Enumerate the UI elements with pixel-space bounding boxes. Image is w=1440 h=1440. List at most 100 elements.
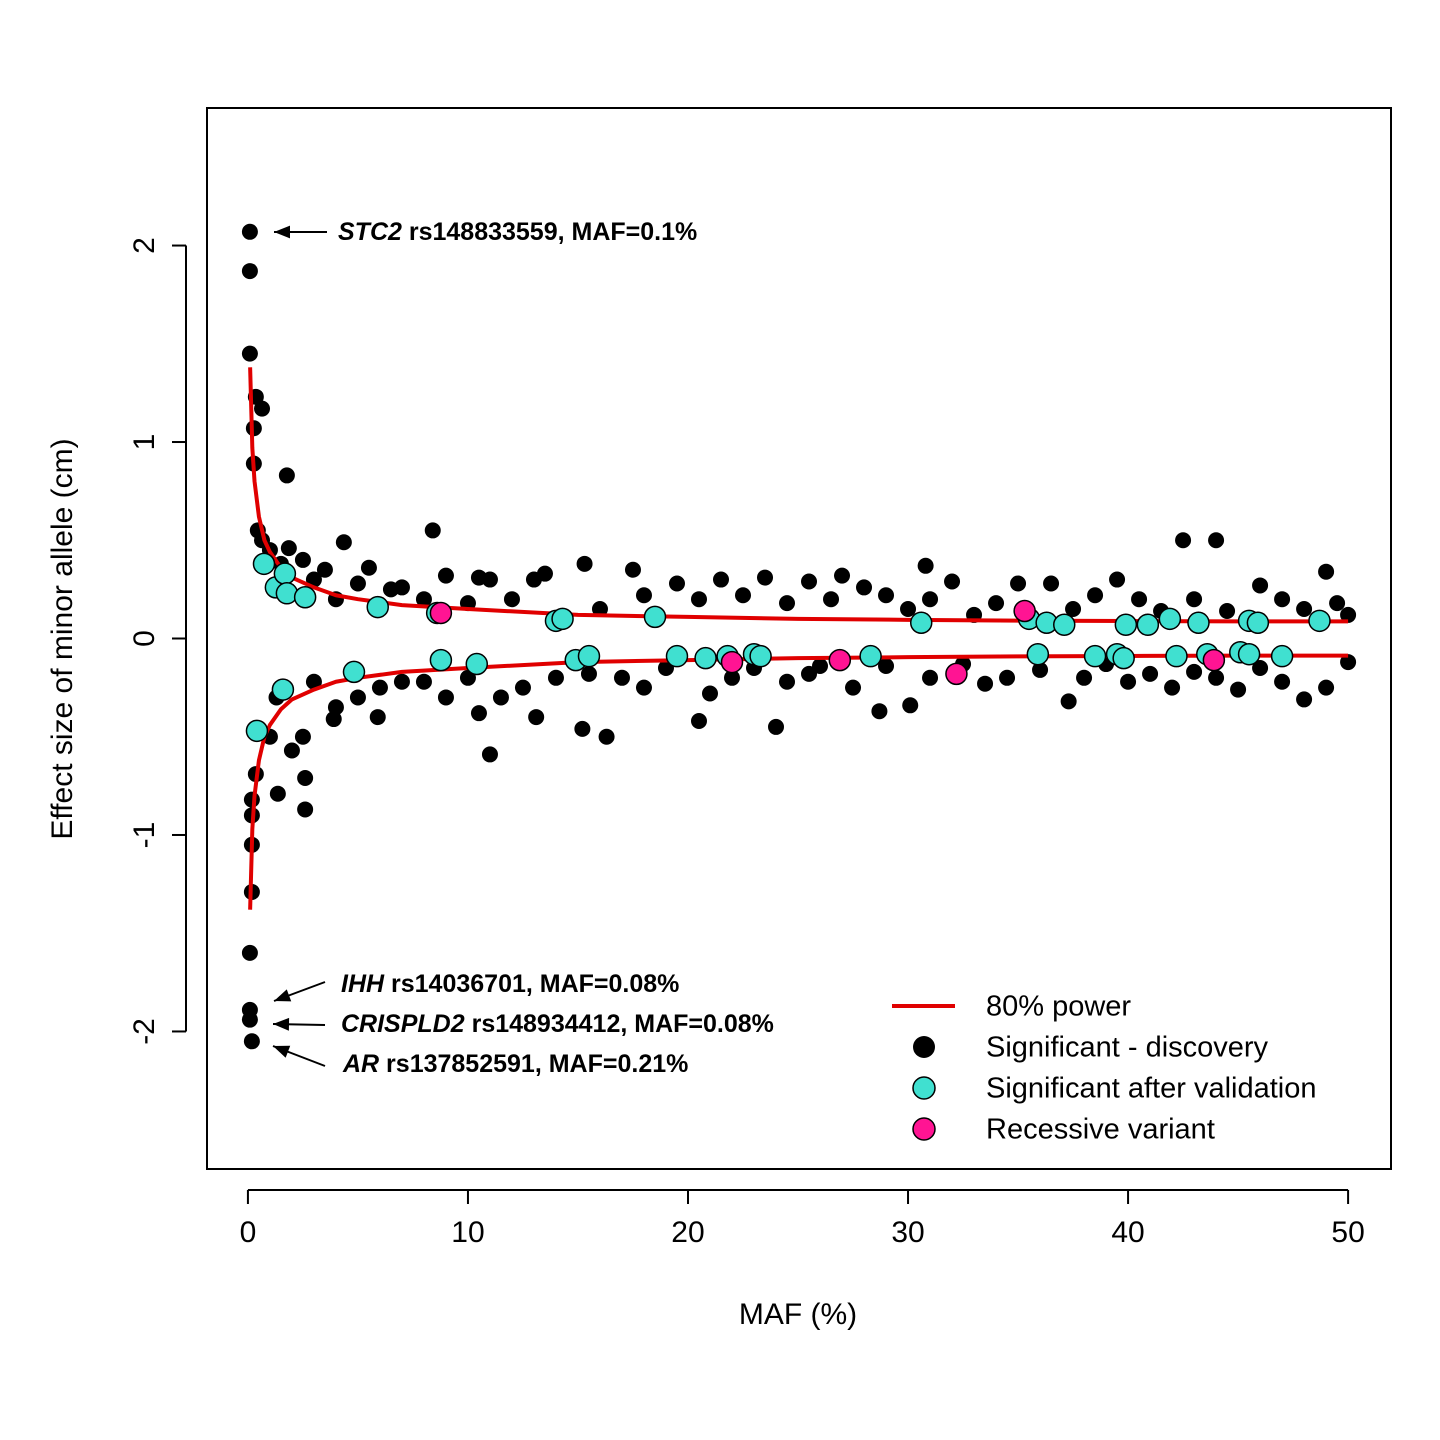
data-point bbox=[280, 540, 297, 557]
data-point bbox=[278, 467, 295, 484]
data-point bbox=[1270, 644, 1294, 668]
data-point bbox=[902, 697, 919, 714]
legend-label: 80% power bbox=[986, 991, 1131, 1023]
data-point bbox=[1114, 613, 1138, 636]
x-tick-label: 20 bbox=[671, 1216, 704, 1249]
data-point bbox=[917, 557, 934, 574]
data-point bbox=[1076, 669, 1093, 686]
data-point bbox=[624, 561, 641, 578]
data-point bbox=[999, 669, 1016, 686]
data-point bbox=[1208, 532, 1225, 549]
data-point bbox=[690, 713, 707, 730]
data-point bbox=[922, 669, 939, 686]
annotation-text: rs14036701, MAF=0.08% bbox=[384, 970, 679, 998]
data-point bbox=[273, 562, 297, 585]
data-point bbox=[393, 673, 410, 690]
data-point bbox=[1164, 679, 1181, 696]
data-point bbox=[528, 709, 545, 726]
data-point bbox=[1165, 644, 1188, 668]
data-point bbox=[690, 591, 707, 608]
x-tick-label: 0 bbox=[240, 1216, 257, 1249]
annotation-gene: STC2 bbox=[338, 218, 402, 246]
legend-marker bbox=[912, 1117, 936, 1141]
data-point bbox=[945, 662, 968, 686]
data-point bbox=[1087, 587, 1104, 604]
data-point bbox=[327, 699, 344, 716]
data-point bbox=[297, 770, 314, 787]
data-point bbox=[283, 742, 300, 759]
data-point bbox=[243, 1033, 260, 1050]
data-point bbox=[801, 573, 818, 590]
data-point bbox=[437, 567, 454, 584]
data-point bbox=[1120, 673, 1137, 690]
data-point bbox=[1142, 665, 1159, 682]
data-point bbox=[1060, 693, 1077, 710]
data-point bbox=[437, 689, 454, 706]
data-point bbox=[665, 644, 689, 668]
annotation: IHH rs14036701, MAF=0.08% bbox=[341, 970, 679, 998]
data-point bbox=[1340, 654, 1357, 671]
data-point bbox=[241, 263, 258, 280]
data-point bbox=[900, 601, 917, 618]
data-point bbox=[1053, 613, 1076, 636]
data-point bbox=[845, 679, 862, 696]
data-point bbox=[551, 607, 574, 631]
data-point bbox=[757, 569, 774, 586]
data-point bbox=[536, 565, 553, 582]
data-point bbox=[694, 646, 717, 670]
data-point bbox=[297, 801, 314, 818]
data-point bbox=[366, 595, 389, 619]
data-point bbox=[503, 591, 520, 608]
data-point bbox=[1186, 663, 1203, 680]
data-point bbox=[245, 719, 269, 743]
y-tick-label: 2 bbox=[128, 237, 161, 254]
data-point bbox=[369, 709, 386, 726]
data-point bbox=[922, 591, 939, 608]
data-point bbox=[859, 644, 882, 668]
data-point bbox=[481, 571, 498, 588]
data-point bbox=[241, 345, 258, 362]
data-point bbox=[371, 679, 388, 696]
data-point bbox=[342, 660, 366, 684]
data-point bbox=[723, 669, 740, 686]
data-point bbox=[1136, 613, 1160, 636]
data-point bbox=[613, 669, 630, 686]
annotation-arrow bbox=[272, 1017, 326, 1031]
data-point bbox=[241, 223, 258, 240]
annotation-gene: IHH bbox=[341, 970, 385, 998]
data-point bbox=[1013, 599, 1036, 623]
data-point bbox=[871, 703, 888, 720]
data-point bbox=[944, 573, 961, 590]
data-point bbox=[598, 728, 615, 745]
data-point bbox=[1158, 607, 1182, 631]
data-point bbox=[294, 728, 311, 745]
data-point bbox=[271, 678, 295, 701]
x-tick-label: 40 bbox=[1111, 1216, 1144, 1249]
data-point bbox=[293, 585, 317, 609]
data-point bbox=[393, 579, 410, 596]
data-point bbox=[1131, 591, 1148, 608]
data-point bbox=[254, 400, 271, 417]
data-point bbox=[749, 644, 772, 668]
data-point bbox=[481, 746, 498, 763]
data-point bbox=[909, 611, 933, 635]
data-point bbox=[1187, 611, 1210, 635]
annotation: AR rs137852591, MAF=0.21% bbox=[342, 1050, 688, 1078]
x-axis-label: MAF (%) bbox=[739, 1298, 857, 1331]
data-point bbox=[269, 785, 286, 802]
data-point bbox=[1010, 575, 1027, 592]
data-point bbox=[768, 718, 785, 735]
data-point bbox=[349, 575, 366, 592]
data-point bbox=[470, 705, 487, 722]
data-point bbox=[241, 1011, 258, 1028]
data-point bbox=[1252, 659, 1269, 676]
annotation-text: rs148833559, MAF=0.1% bbox=[402, 218, 697, 246]
y-tick-label: 1 bbox=[128, 434, 161, 451]
data-point bbox=[547, 669, 564, 686]
data-point bbox=[1083, 644, 1107, 668]
data-point bbox=[823, 591, 840, 608]
data-point bbox=[335, 534, 352, 551]
y-tick-label: -2 bbox=[128, 1018, 161, 1045]
data-point bbox=[856, 579, 873, 596]
